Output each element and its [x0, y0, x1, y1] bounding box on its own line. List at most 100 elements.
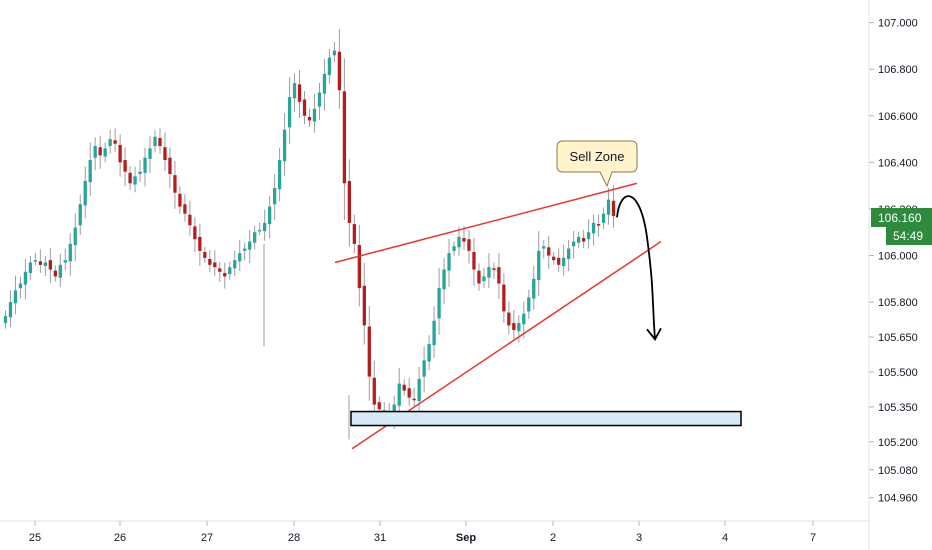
price-tick-label-7: 105.650: [878, 332, 918, 344]
candle-body: [412, 398, 416, 401]
candle-body: [33, 260, 38, 262]
candle-body: [292, 83, 297, 99]
candle-body: [113, 140, 117, 144]
candle-body: [223, 272, 227, 277]
candle-body: [437, 288, 441, 319]
candle-body: [601, 213, 606, 223]
callout-label: Sell Zone: [570, 149, 625, 164]
candle-body: [596, 224, 601, 226]
candle-body: [542, 246, 546, 249]
candle-body: [497, 267, 501, 284]
candle-body: [352, 224, 356, 244]
candle-body: [611, 200, 616, 216]
candle-body: [591, 222, 596, 234]
sell-zone-callout[interactable]: Sell Zone: [556, 140, 638, 188]
projection-arrow[interactable]: [616, 195, 656, 340]
candle-body: [58, 264, 62, 278]
support-zone-rectangle[interactable]: [350, 410, 742, 427]
candle-body: [557, 257, 561, 265]
current-price-badge: 106.160: [871, 208, 932, 227]
candle-body: [258, 229, 262, 232]
candle-body: [8, 302, 13, 318]
candle-body: [168, 157, 172, 175]
candle-body: [228, 267, 232, 275]
countdown-badge-bg: [886, 227, 932, 245]
candle-body: [502, 284, 506, 312]
candle-body: [153, 136, 157, 147]
time-tick-label-0: 25: [29, 532, 41, 544]
price-tick-label-3: 106.400: [878, 157, 918, 169]
price-tick-label-2: 106.600: [878, 111, 918, 123]
candle-body: [357, 245, 361, 289]
candle-body: [487, 267, 491, 278]
candle-body: [68, 243, 72, 262]
candle-body: [457, 236, 461, 248]
upper-trendline[interactable]: [334, 182, 638, 264]
time-tick-label-6: 2: [550, 532, 556, 544]
candle-body: [93, 146, 97, 158]
time-tick-label-9: 7: [810, 532, 816, 544]
candle-body: [452, 246, 456, 251]
candle-body: [427, 344, 431, 362]
candle-body: [517, 323, 521, 332]
time-axis[interactable]: 25 26 27 28 31 Sep 2 3 4 7: [29, 521, 816, 544]
candle-body: [133, 176, 137, 185]
candle-body: [282, 129, 287, 162]
candle-body: [253, 232, 257, 243]
candle-body: [213, 262, 217, 268]
candle-body: [243, 248, 247, 251]
candle-body: [287, 97, 292, 128]
candle-body: [218, 268, 222, 272]
time-tick-label-2: 27: [201, 532, 213, 544]
time-tick-label-5: Sep: [456, 532, 476, 544]
price-tick-label-12: 104.960: [878, 493, 918, 505]
candle-body: [203, 252, 207, 258]
candle-body: [417, 378, 421, 402]
candle-body: [103, 148, 107, 157]
candle-body: [467, 239, 471, 251]
price-tick-label-8: 105.500: [878, 367, 918, 379]
price-badge-bg: [871, 208, 932, 227]
candle-body: [128, 172, 132, 184]
candle-body: [38, 261, 43, 265]
candle-body: [367, 326, 371, 377]
price-tick-label-0: 107.000: [878, 18, 918, 30]
candle-body: [512, 323, 516, 331]
candle-body: [118, 144, 122, 163]
candle-body: [477, 270, 481, 284]
price-tick-label-9: 105.350: [878, 402, 918, 414]
candle-body: [78, 204, 82, 226]
candle-body: [332, 50, 337, 56]
candle-body: [581, 238, 586, 242]
price-tick-label-5: 106.000: [878, 251, 918, 263]
candle-body: [586, 232, 591, 240]
candle-body: [547, 247, 551, 256]
candle-body: [28, 262, 33, 273]
candle-body: [158, 137, 162, 147]
current-price-label: 106.160: [878, 211, 922, 225]
candle-body: [442, 269, 446, 290]
price-tick-label-11: 105.080: [878, 465, 918, 477]
candle-body: [143, 157, 147, 173]
candle-body: [337, 51, 342, 91]
candle-body: [138, 171, 142, 175]
candle-body: [163, 147, 167, 161]
candle-body: [208, 259, 212, 265]
candle-body: [123, 160, 127, 172]
candle-body: [527, 297, 531, 312]
candle-body: [372, 377, 376, 405]
candle-body: [447, 253, 451, 271]
candle-body: [178, 193, 182, 207]
time-tick-label-7: 3: [636, 532, 642, 544]
price-axis[interactable]: 107.000106.800106.600106.400106.200106.0…: [869, 18, 918, 505]
candle-body: [407, 388, 411, 398]
countdown-label: 54:49: [893, 229, 923, 243]
candle-body: [13, 290, 18, 304]
candle-body: [233, 260, 237, 269]
candle-body: [272, 187, 277, 205]
time-tick-label-8: 4: [722, 532, 728, 544]
time-tick-label-4: 31: [374, 532, 386, 544]
time-tick-label-1: 26: [114, 532, 126, 544]
candle-body: [48, 260, 52, 270]
